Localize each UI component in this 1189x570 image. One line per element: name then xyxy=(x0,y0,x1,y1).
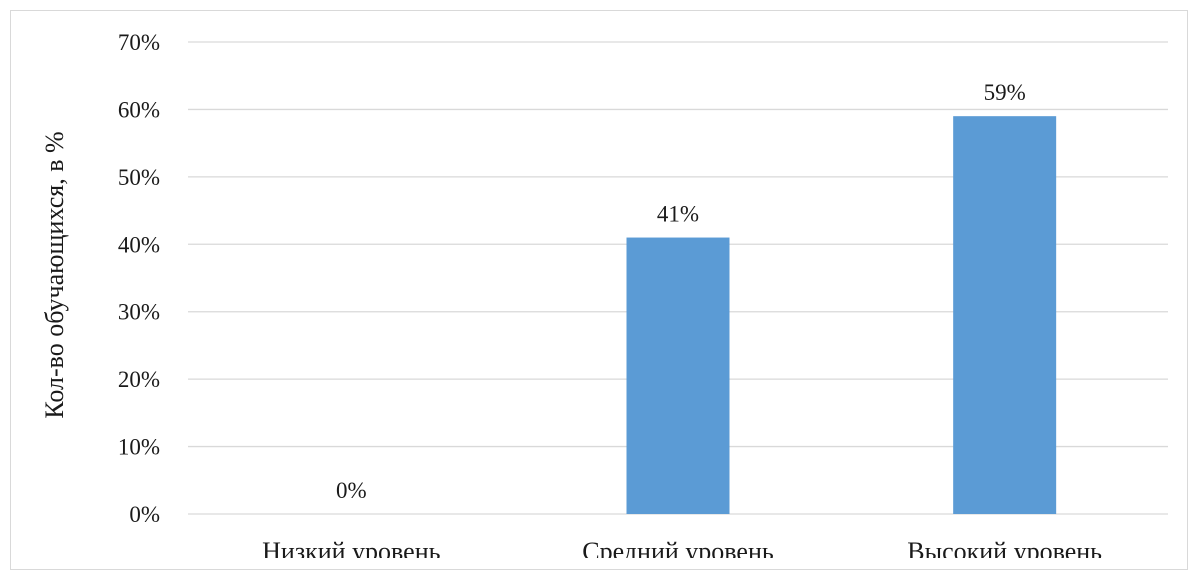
data-labels: 0% 41% 59% xyxy=(336,80,1026,503)
y-tick-label: 70% xyxy=(118,30,160,55)
data-label: 59% xyxy=(984,80,1026,105)
bar xyxy=(953,116,1057,515)
bar-chart: 0% 10% 20% 30% 40% 50% 60% 70% 0% 41% 59% Низкий … xyxy=(40,30,1168,558)
y-tick-label: 20% xyxy=(118,367,160,392)
bar xyxy=(626,237,730,515)
y-tick-label: 50% xyxy=(118,165,160,190)
y-axis-title: Кол-во обучающихся, в % xyxy=(40,131,69,418)
x-axis-categories: Низкий уровень Средний уровень Высокий уро… xyxy=(262,537,1102,558)
category-label: Средний уровень xyxy=(582,537,774,558)
y-tick-label: 0% xyxy=(129,502,160,527)
y-axis-ticks: 0% 10% 20% 30% 40% 50% 60% 70% xyxy=(118,30,160,527)
y-tick-label: 30% xyxy=(118,300,160,325)
data-label: 41% xyxy=(657,202,699,227)
category-label: Высокий уровень xyxy=(907,537,1102,558)
y-tick-label: 60% xyxy=(118,97,160,122)
y-tick-label: 10% xyxy=(118,435,160,460)
category-label: Низкий уровень xyxy=(262,537,440,558)
data-label: 0% xyxy=(336,478,367,503)
bars xyxy=(626,116,1057,515)
y-tick-label: 40% xyxy=(118,232,160,257)
